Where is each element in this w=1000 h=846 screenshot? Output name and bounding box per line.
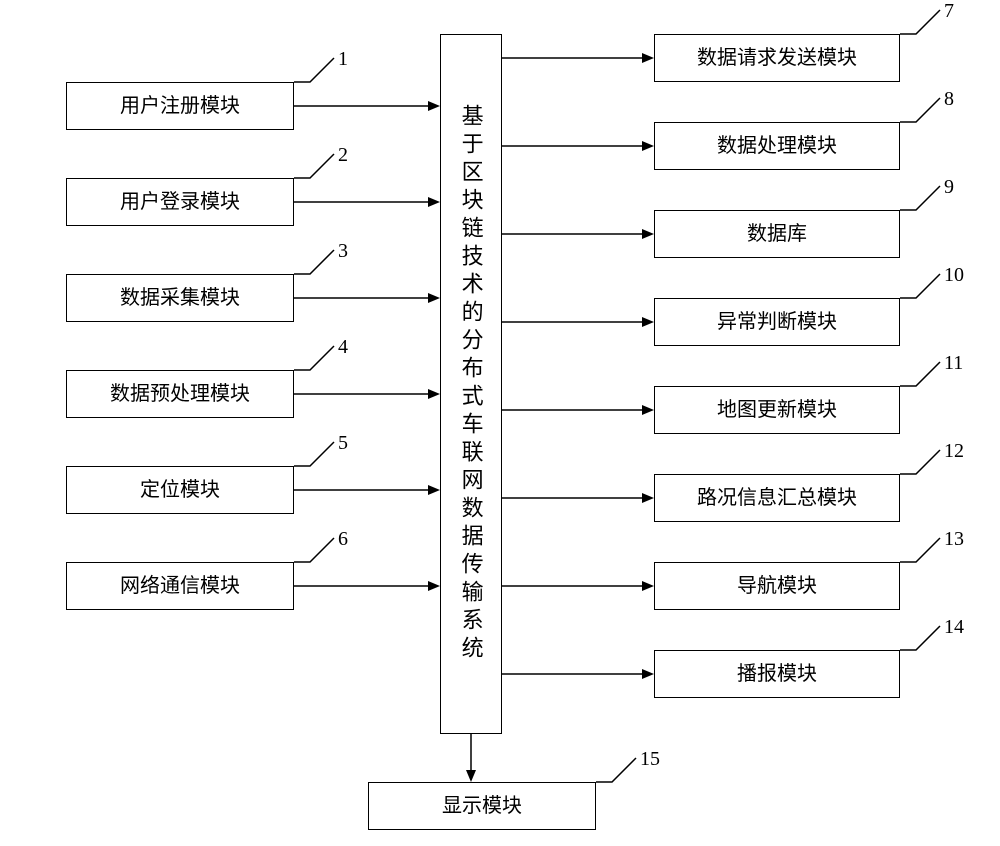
left-module-5-leader bbox=[288, 438, 340, 474]
arrow-right-12 bbox=[482, 478, 674, 518]
left-module-6-label: 网络通信模块 bbox=[120, 575, 240, 598]
left-module-1-label: 用户注册模块 bbox=[120, 95, 240, 118]
left-module-4-leader bbox=[288, 342, 340, 378]
right-module-8-leader bbox=[894, 94, 946, 130]
left-module-2-leader bbox=[288, 150, 340, 186]
arrow-right-8 bbox=[482, 126, 674, 166]
left-module-3: 数据采集模块 bbox=[66, 274, 294, 322]
bottom-module-15: 显示模块 bbox=[368, 782, 596, 830]
right-module-14-number: 14 bbox=[944, 616, 964, 639]
right-module-7-label: 数据请求发送模块 bbox=[697, 47, 857, 70]
left-module-3-label: 数据采集模块 bbox=[120, 287, 240, 310]
right-module-12-label: 路况信息汇总模块 bbox=[697, 487, 857, 510]
right-module-10: 异常判断模块 bbox=[654, 298, 900, 346]
diagram-canvas: 基于区块链技术的分布式车联网数据传输系统 用户注册模块 1 用户登录模块 2 数据采集模块… bbox=[0, 0, 1000, 846]
right-module-13: 导航模块 bbox=[654, 562, 900, 610]
arrow-left-3 bbox=[274, 278, 460, 318]
bottom-module-15-number: 15 bbox=[640, 748, 660, 771]
right-module-10-label: 异常判断模块 bbox=[717, 311, 837, 334]
left-module-3-number: 3 bbox=[338, 240, 348, 263]
right-module-7-number: 7 bbox=[944, 0, 954, 23]
right-module-8-number: 8 bbox=[944, 88, 954, 111]
right-module-11: 地图更新模块 bbox=[654, 386, 900, 434]
left-module-2-number: 2 bbox=[338, 144, 348, 167]
right-module-9-label: 数据库 bbox=[747, 223, 807, 246]
bottom-module-15-leader bbox=[590, 754, 642, 790]
arrow-right-9 bbox=[482, 214, 674, 254]
left-module-5-number: 5 bbox=[338, 432, 348, 455]
right-module-14-leader bbox=[894, 622, 946, 658]
right-module-14-label: 播报模块 bbox=[737, 663, 817, 686]
right-module-12-number: 12 bbox=[944, 440, 964, 463]
left-module-1-leader bbox=[288, 54, 340, 90]
left-module-2-label: 用户登录模块 bbox=[120, 191, 240, 214]
arrow-left-5 bbox=[274, 470, 460, 510]
right-module-9: 数据库 bbox=[654, 210, 900, 258]
right-module-13-label: 导航模块 bbox=[737, 575, 817, 598]
left-module-4-number: 4 bbox=[338, 336, 348, 359]
right-module-10-leader bbox=[894, 270, 946, 306]
left-module-2: 用户登录模块 bbox=[66, 178, 294, 226]
right-module-13-leader bbox=[894, 534, 946, 570]
right-module-10-number: 10 bbox=[944, 264, 964, 287]
left-module-6-number: 6 bbox=[338, 528, 348, 551]
right-module-7-leader bbox=[894, 6, 946, 42]
right-module-13-number: 13 bbox=[944, 528, 964, 551]
right-module-11-label: 地图更新模块 bbox=[717, 399, 837, 422]
bottom-module-15-label: 显示模块 bbox=[442, 795, 522, 818]
right-module-8-label: 数据处理模块 bbox=[717, 135, 837, 158]
right-module-9-number: 9 bbox=[944, 176, 954, 199]
right-module-14: 播报模块 bbox=[654, 650, 900, 698]
right-module-7: 数据请求发送模块 bbox=[654, 34, 900, 82]
left-module-5: 定位模块 bbox=[66, 466, 294, 514]
left-module-1-number: 1 bbox=[338, 48, 348, 71]
right-module-12: 路况信息汇总模块 bbox=[654, 474, 900, 522]
left-module-5-label: 定位模块 bbox=[140, 479, 220, 502]
arrow-left-6 bbox=[274, 566, 460, 606]
left-module-4-label: 数据预处理模块 bbox=[110, 383, 250, 406]
center-system-box: 基于区块链技术的分布式车联网数据传输系统 bbox=[440, 34, 502, 734]
arrow-right-7 bbox=[482, 38, 674, 78]
arrow-right-14 bbox=[482, 654, 674, 694]
arrow-right-10 bbox=[482, 302, 674, 342]
arrow-left-2 bbox=[274, 182, 460, 222]
center-system-box-label: 基于区块链技术的分布式车联网数据传输系统 bbox=[453, 104, 488, 664]
right-module-8: 数据处理模块 bbox=[654, 122, 900, 170]
right-module-11-leader bbox=[894, 358, 946, 394]
arrow-left-1 bbox=[274, 86, 460, 126]
right-module-11-number: 11 bbox=[944, 352, 963, 375]
arrow-right-13 bbox=[482, 566, 674, 606]
left-module-1: 用户注册模块 bbox=[66, 82, 294, 130]
arrow-left-4 bbox=[274, 374, 460, 414]
arrow-right-11 bbox=[482, 390, 674, 430]
right-module-12-leader bbox=[894, 446, 946, 482]
right-module-9-leader bbox=[894, 182, 946, 218]
left-module-6-leader bbox=[288, 534, 340, 570]
left-module-3-leader bbox=[288, 246, 340, 282]
left-module-4: 数据预处理模块 bbox=[66, 370, 294, 418]
left-module-6: 网络通信模块 bbox=[66, 562, 294, 610]
